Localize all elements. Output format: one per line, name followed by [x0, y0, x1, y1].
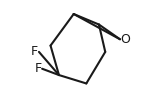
Text: O: O — [120, 33, 130, 46]
Text: F: F — [34, 62, 41, 75]
Text: F: F — [31, 45, 38, 58]
